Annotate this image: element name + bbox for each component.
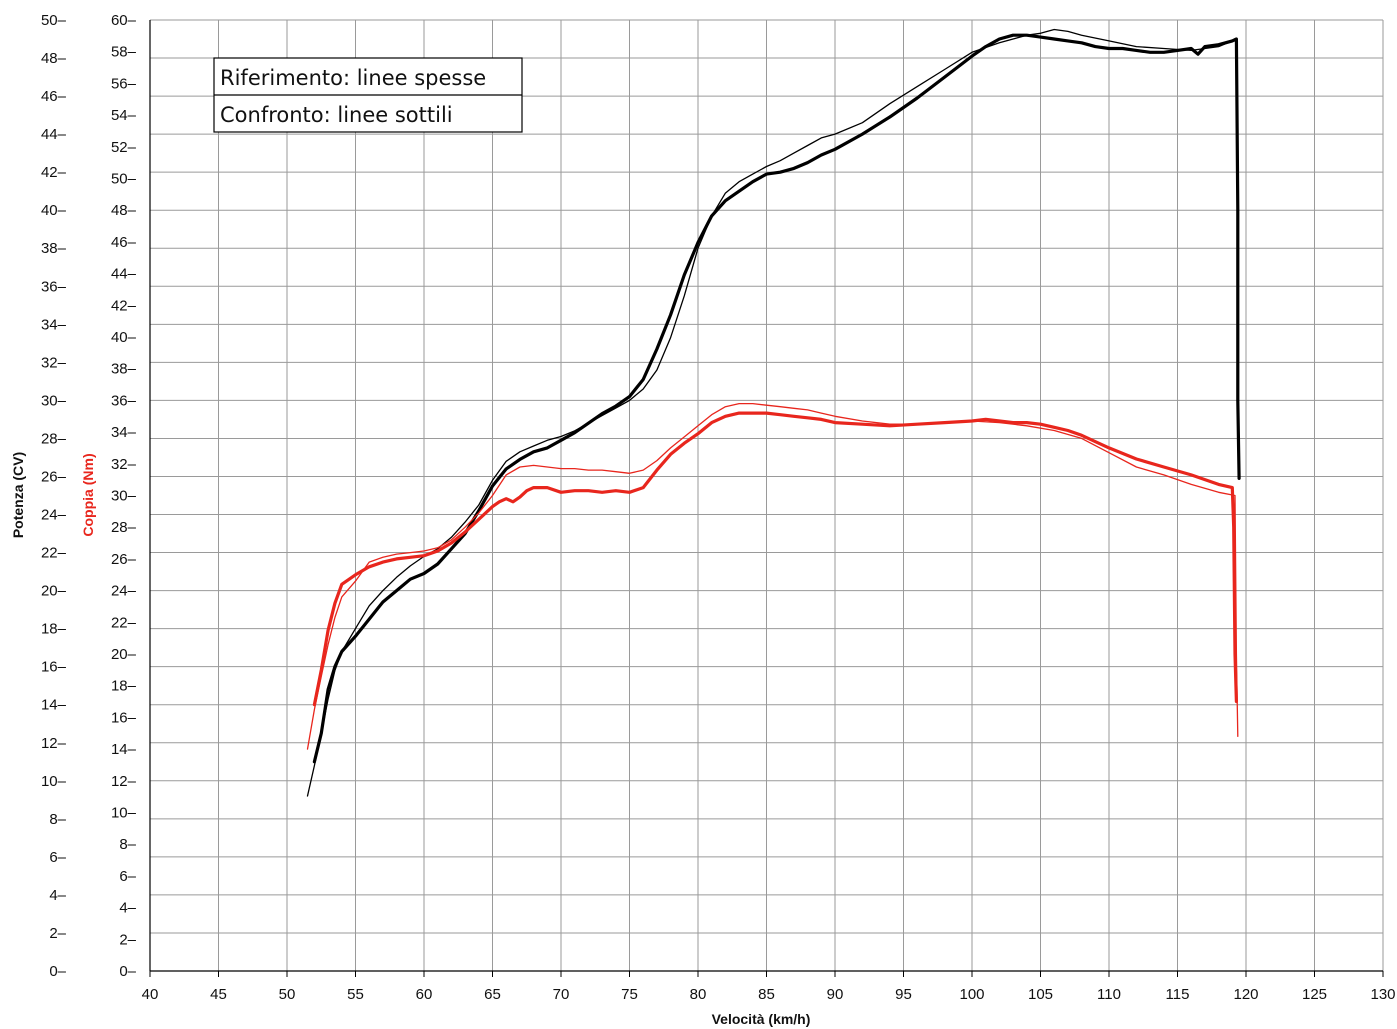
- coppia-tick-label: 4–: [119, 900, 136, 917]
- coppia-tick-label: 22–: [111, 614, 137, 631]
- potenza-tick-label: 38–: [41, 240, 67, 257]
- x-tick-label: 75: [621, 986, 638, 1003]
- coppia-tick-label: 28–: [111, 519, 137, 536]
- coppia-tick-label: 16–: [111, 709, 137, 726]
- x-tick-label: 70: [553, 986, 570, 1003]
- x-tick-label: 110: [1097, 986, 1121, 1003]
- x-tick-label: 40: [142, 986, 159, 1003]
- potenza-tick-label: 4–: [49, 887, 66, 904]
- y-axis-title-coppia: Coppia (Nm): [80, 453, 96, 536]
- x-tick-label: 115: [1166, 986, 1190, 1003]
- x-tick-label: 95: [895, 986, 912, 1003]
- potenza-tick-label: 36–: [41, 278, 67, 295]
- potenza-tick-label: 12–: [41, 735, 67, 752]
- potenza-tick-label: 42–: [41, 164, 67, 181]
- potenza-tick-label: 14–: [41, 697, 67, 714]
- potenza-tick-label: 34–: [41, 316, 67, 333]
- coppia-tick-label: 14–: [111, 741, 137, 758]
- y-axis-title-potenza: Potenza (CV): [10, 452, 26, 538]
- coppia-tick-label: 58–: [111, 44, 137, 61]
- potenza-tick-label: 20–: [41, 583, 67, 600]
- potenza-tick-label: 16–: [41, 659, 67, 676]
- x-tick-label: 100: [959, 986, 984, 1003]
- x-tick-label: 125: [1302, 986, 1327, 1003]
- coppia-tick-label: 8–: [119, 836, 136, 853]
- coppia-tick-label: 48–: [111, 202, 137, 219]
- potenza-tick-label: 28–: [41, 430, 67, 447]
- coppia-tick-label: 10–: [111, 805, 137, 822]
- coppia-tick-label: 30–: [111, 488, 137, 505]
- x-tick-label: 130: [1370, 986, 1395, 1003]
- coppia-tick-label: 46–: [111, 234, 137, 251]
- potenza-tick-label: 32–: [41, 354, 67, 371]
- x-tick-label: 120: [1233, 986, 1258, 1003]
- potenza-tick-label: 26–: [41, 468, 67, 485]
- coppia-tick-label: 50–: [111, 171, 137, 188]
- coppia-tick-label: 34–: [111, 424, 137, 441]
- x-tick-label: 80: [690, 986, 707, 1003]
- x-tick-label: 105: [1028, 986, 1053, 1003]
- grid: [149, 19, 1384, 972]
- potenza-tick-label: 44–: [41, 126, 67, 143]
- coppia-tick-label: 0–: [119, 963, 136, 980]
- x-tick-label: 45: [210, 986, 227, 1003]
- x-tick-label: 65: [484, 986, 501, 1003]
- coppia-tick-label: 6–: [119, 868, 136, 885]
- coppia-tick-label: 20–: [111, 646, 137, 663]
- potenza-series-thick: [312, 33, 1241, 764]
- potenza-tick-label: 10–: [41, 773, 67, 790]
- coppia-tick-label: 56–: [111, 75, 137, 92]
- coppia-tick-label: 40–: [111, 329, 137, 346]
- potenza-tick-label: 50–: [41, 12, 67, 29]
- coppia-tick-label: 12–: [111, 773, 137, 790]
- x-axis-title: Velocità (km/h): [712, 1011, 811, 1027]
- coppia-tick-label: 26–: [111, 551, 137, 568]
- potenza-tick-label: 48–: [41, 50, 67, 67]
- coppia-tick-label: 2–: [119, 931, 136, 948]
- coppia-tick-label: 54–: [111, 107, 137, 124]
- potenza-tick-label: 40–: [41, 202, 67, 219]
- legend-line-comparison: Confronto: linee sottili: [220, 103, 453, 127]
- potenza-tick-label: 6–: [49, 849, 66, 866]
- coppia-tick-label: 18–: [111, 678, 137, 695]
- coppia-tick-label: 60–: [111, 12, 137, 29]
- potenza-series-thin: [306, 28, 1233, 797]
- series: [306, 28, 1241, 797]
- x-tick-label: 90: [827, 986, 844, 1003]
- coppia-tick-label: 36–: [111, 392, 137, 409]
- x-tick-label: 60: [416, 986, 433, 1003]
- potenza-tick-label: 24–: [41, 507, 67, 524]
- potenza-tick-label: 2–: [49, 925, 66, 942]
- coppia-tick-label: 52–: [111, 139, 137, 156]
- legend: Riferimento: linee spesse Confronto: lin…: [213, 57, 523, 133]
- potenza-tick-label: 18–: [41, 621, 67, 638]
- x-tick-label: 55: [347, 986, 364, 1003]
- legend-line-reference: Riferimento: linee spesse: [220, 66, 486, 90]
- x-tick-label: 50: [279, 986, 296, 1003]
- coppia-tick-label: 42–: [111, 297, 137, 314]
- coppia-series-thin: [306, 402, 1239, 750]
- potenza-tick-label: 30–: [41, 392, 67, 409]
- potenza-tick-label: 8–: [49, 811, 66, 828]
- coppia-series-thick: [312, 411, 1239, 707]
- coppia-tick-label: 24–: [111, 583, 137, 600]
- potenza-tick-label: 0–: [49, 963, 66, 980]
- axes: 40 45 50 55 60 65 70 75 80 85 90 95 100 105 110 115 120 1…: [41, 12, 1396, 1003]
- coppia-tick-label: 44–: [111, 266, 137, 283]
- coppia-tick-label: 38–: [111, 361, 137, 378]
- x-tick-label: 85: [758, 986, 775, 1003]
- potenza-tick-label: 22–: [41, 545, 67, 562]
- coppia-tick-label: 32–: [111, 456, 137, 473]
- potenza-tick-label: 46–: [41, 88, 67, 105]
